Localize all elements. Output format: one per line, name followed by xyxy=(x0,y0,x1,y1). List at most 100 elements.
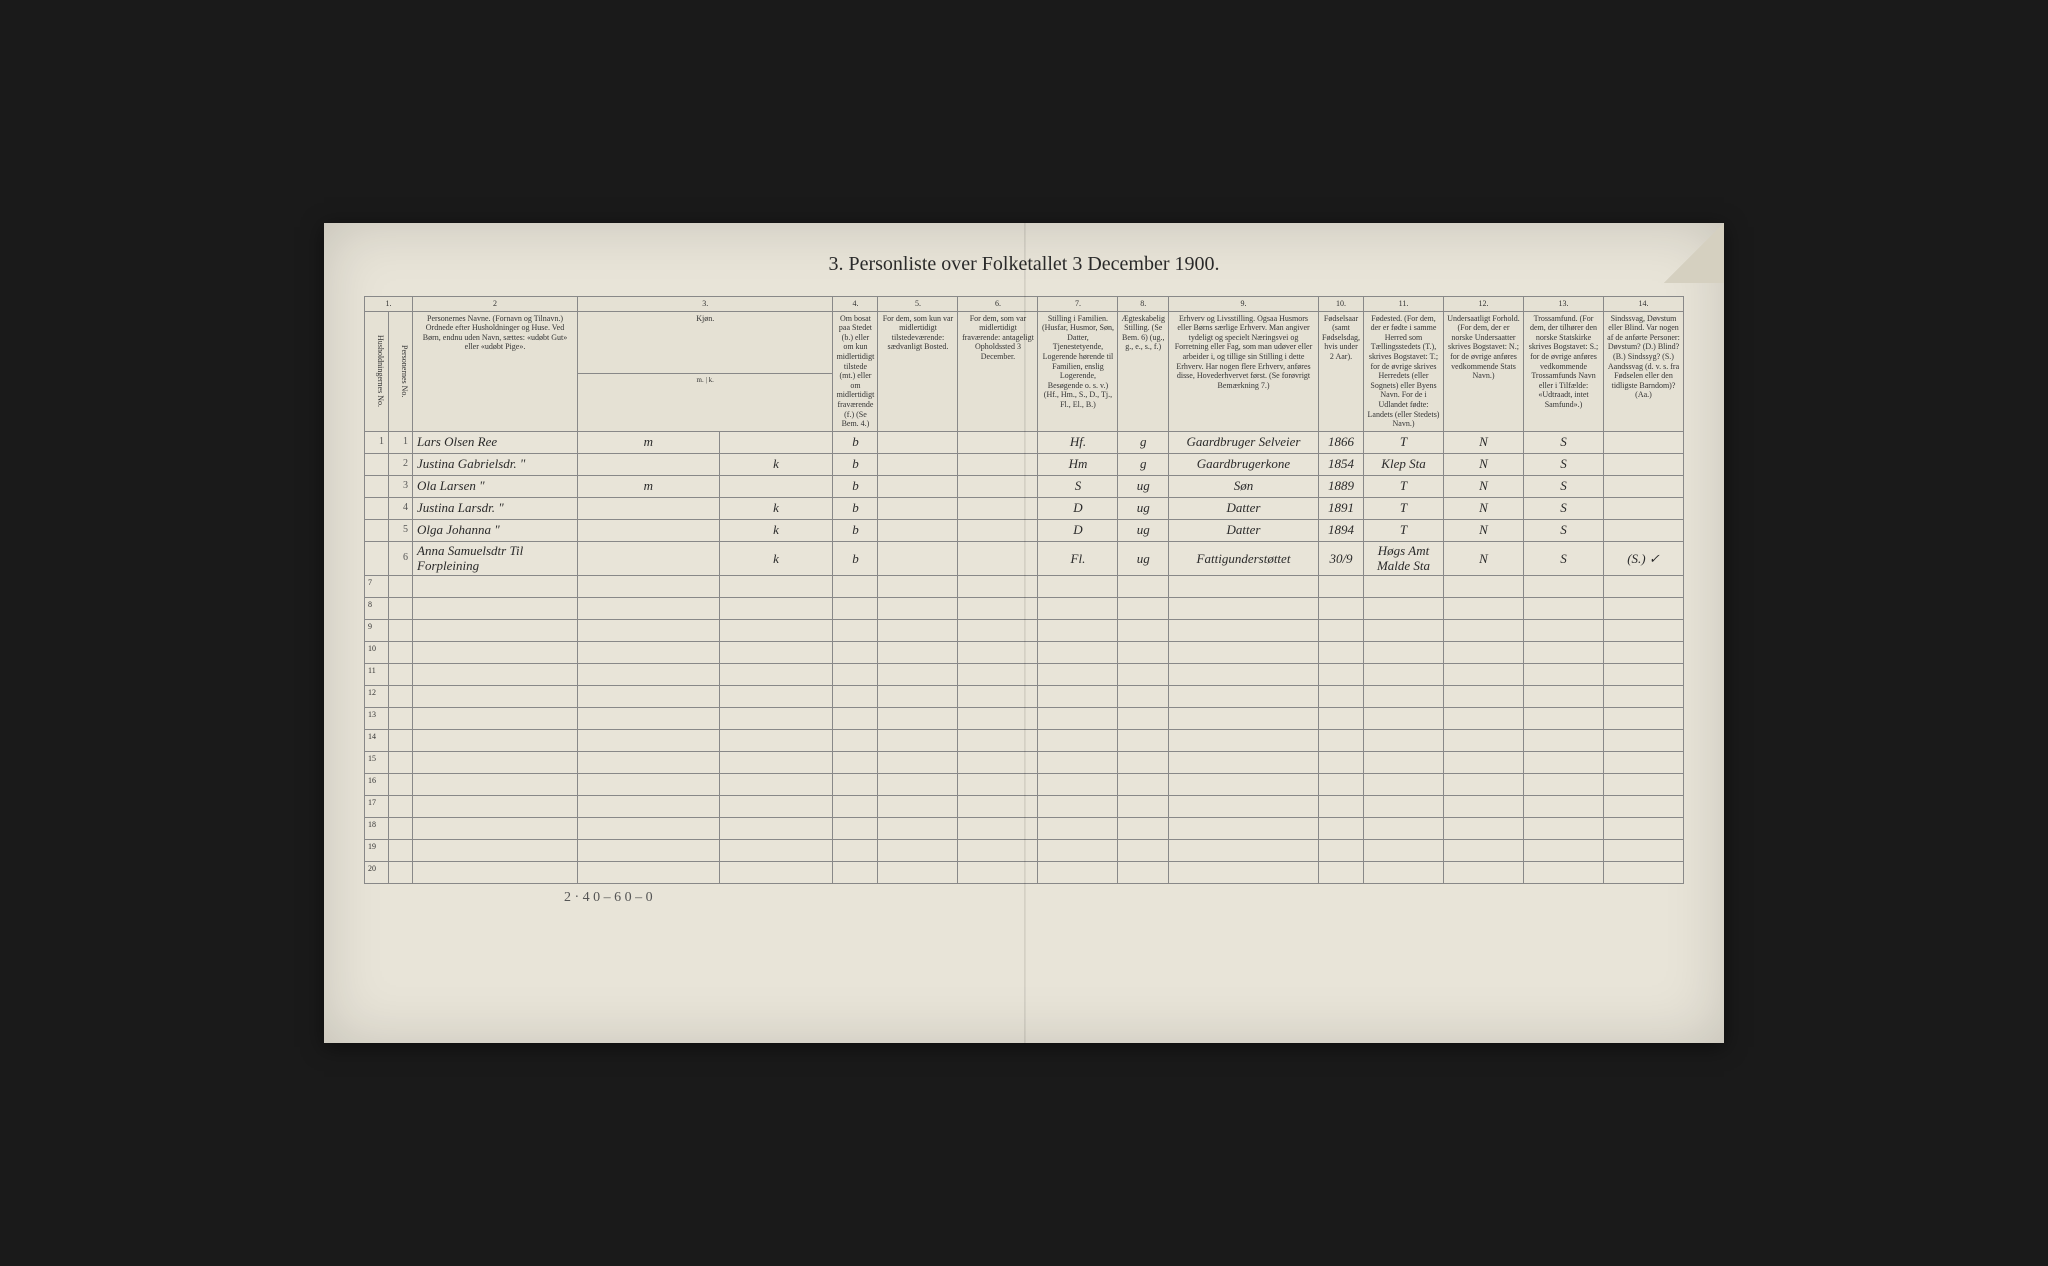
religion: S xyxy=(1524,497,1604,519)
row-number: 13 xyxy=(365,707,389,729)
col-13-num: 13. xyxy=(1524,297,1604,312)
household-no xyxy=(365,475,389,497)
col-household-no: Husholdningernes No. xyxy=(365,311,389,431)
col-religion: Trossamfund. (For dem, der tilhører den … xyxy=(1524,311,1604,431)
person-name: Anna Samuelsdtr Til Forpleining xyxy=(413,541,578,575)
person-name: Ola Larsen " xyxy=(413,475,578,497)
col-8-num: 8. xyxy=(1118,297,1169,312)
col-disability: Sindssvag, Døvstum eller Blind. Var noge… xyxy=(1604,311,1684,431)
family-pos: Hm xyxy=(1038,453,1118,475)
col-birthplace: Fødested. (For dem, der er fødte i samme… xyxy=(1364,311,1444,431)
col-14-num: 14. xyxy=(1604,297,1684,312)
row-number: 7 xyxy=(365,575,389,597)
disability xyxy=(1604,431,1684,453)
sex-m xyxy=(578,519,720,541)
row-number: 19 xyxy=(365,839,389,861)
census-page: 3. Personliste over Folketallet 3 Decemb… xyxy=(324,223,1724,1043)
table-row-empty: 9 xyxy=(365,619,1684,641)
table-header: 1. 2 3. 4. 5. 6. 7. 8. 9. 10. 11. 12. 13… xyxy=(365,297,1684,432)
col-nationality: Undersaatligt Forhold. (For dem, der er … xyxy=(1444,311,1524,431)
religion: S xyxy=(1524,431,1604,453)
household-no xyxy=(365,541,389,575)
sex-m: m xyxy=(578,475,720,497)
sex-m xyxy=(578,497,720,519)
table-row: 6 Anna Samuelsdtr Til Forpleining k b Fl… xyxy=(365,541,1684,575)
col-4-num: 4. xyxy=(833,297,878,312)
col-5-num: 5. xyxy=(878,297,958,312)
person-no: 4 xyxy=(389,497,413,519)
birthplace: T xyxy=(1364,431,1444,453)
residence: b xyxy=(833,475,878,497)
residence: b xyxy=(833,519,878,541)
birth-year: 1866 xyxy=(1319,431,1364,453)
nationality: N xyxy=(1444,497,1524,519)
person-no: 5 xyxy=(389,519,413,541)
family-pos: D xyxy=(1038,519,1118,541)
table-row-empty: 20 xyxy=(365,861,1684,883)
row-number: 9 xyxy=(365,619,389,641)
occupation: Gaardbrugerkone xyxy=(1169,453,1319,475)
marital: g xyxy=(1118,431,1169,453)
disability xyxy=(1604,497,1684,519)
birth-year: 30/9 xyxy=(1319,541,1364,575)
row-number: 11 xyxy=(365,663,389,685)
row-number: 14 xyxy=(365,729,389,751)
temp-absent xyxy=(958,431,1038,453)
household-no: 1 xyxy=(365,431,389,453)
birthplace: T xyxy=(1364,497,1444,519)
occupation: Fattigunderstøttet xyxy=(1169,541,1319,575)
table-row-empty: 18 xyxy=(365,817,1684,839)
col-7-num: 7. xyxy=(1038,297,1118,312)
table-row-empty: 15 xyxy=(365,751,1684,773)
table-row: 2 Justina Gabrielsdr. " k b Hm g Gaardbr… xyxy=(365,453,1684,475)
col-sex: Kjøn. xyxy=(578,311,833,374)
nationality: N xyxy=(1444,541,1524,575)
disability xyxy=(1604,475,1684,497)
occupation: Datter xyxy=(1169,519,1319,541)
sex-m xyxy=(578,453,720,475)
col-sex-m-k: m. | k. xyxy=(578,374,833,431)
residence: b xyxy=(833,431,878,453)
col-family-pos: Stilling i Familien. (Husfar, Husmor, Sø… xyxy=(1038,311,1118,431)
marital: ug xyxy=(1118,541,1169,575)
col-1-num: 1. xyxy=(365,297,413,312)
birthplace: Høgs Amt Malde Sta xyxy=(1364,541,1444,575)
temp-present xyxy=(878,475,958,497)
table-row-empty: 14 xyxy=(365,729,1684,751)
row-number: 12 xyxy=(365,685,389,707)
person-name: Olga Johanna " xyxy=(413,519,578,541)
family-pos: Fl. xyxy=(1038,541,1118,575)
sex-k: k xyxy=(719,541,833,575)
col-2-num: 2 xyxy=(413,297,578,312)
col-9-num: 9. xyxy=(1169,297,1319,312)
col-temp-absent: For dem, som var midlertidigt fraværende… xyxy=(958,311,1038,431)
table-row-empty: 12 xyxy=(365,685,1684,707)
person-name: Justina Larsdr. " xyxy=(413,497,578,519)
family-pos: Hf. xyxy=(1038,431,1118,453)
table-row: 1 1 Lars Olsen Ree m b Hf. g Gaardbruger… xyxy=(365,431,1684,453)
household-no xyxy=(365,453,389,475)
temp-present xyxy=(878,431,958,453)
household-no xyxy=(365,519,389,541)
col-6-num: 6. xyxy=(958,297,1038,312)
birth-year: 1894 xyxy=(1319,519,1364,541)
page-title: 3. Personliste over Folketallet 3 Decemb… xyxy=(364,253,1684,276)
page-corner-fold xyxy=(1664,223,1724,283)
sex-k xyxy=(719,431,833,453)
family-pos: D xyxy=(1038,497,1118,519)
row-number: 16 xyxy=(365,773,389,795)
disability: (S.) ✓ xyxy=(1604,541,1684,575)
temp-present xyxy=(878,497,958,519)
footer-annotation: 2 · 4 0 – 6 0 – 0 xyxy=(564,890,1684,906)
birthplace: T xyxy=(1364,519,1444,541)
person-no: 6 xyxy=(389,541,413,575)
sex-k: k xyxy=(719,453,833,475)
nationality: N xyxy=(1444,431,1524,453)
temp-absent xyxy=(958,541,1038,575)
person-no: 1 xyxy=(389,431,413,453)
household-no xyxy=(365,497,389,519)
person-no: 2 xyxy=(389,453,413,475)
residence: b xyxy=(833,453,878,475)
temp-absent xyxy=(958,497,1038,519)
religion: S xyxy=(1524,475,1604,497)
